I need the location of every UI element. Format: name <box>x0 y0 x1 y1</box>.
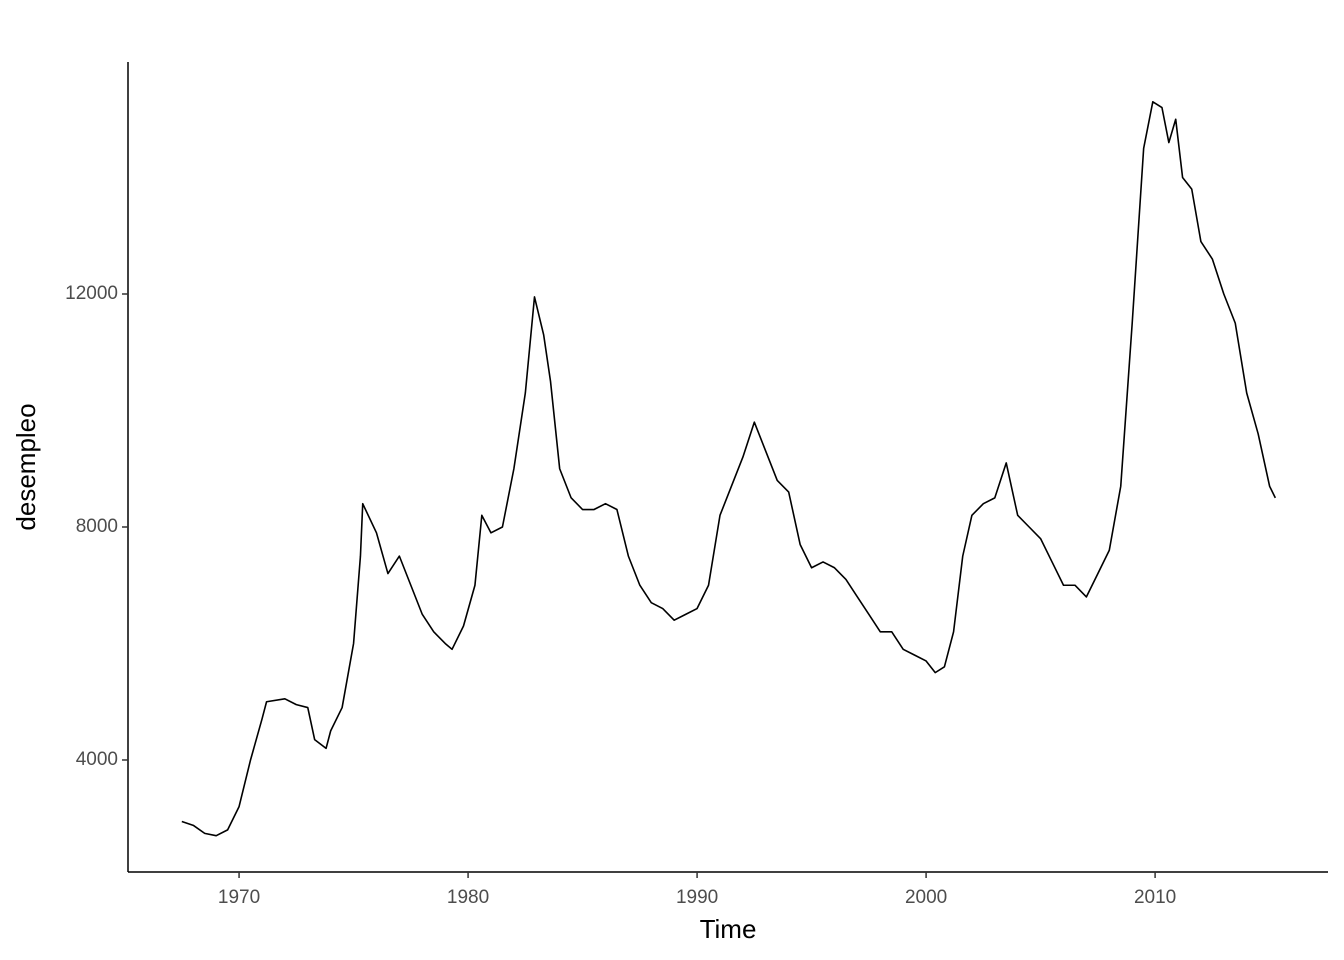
x-tick-label: 1970 <box>218 887 260 908</box>
x-tick-label: 1980 <box>447 887 489 908</box>
x-axis-title: Time <box>700 914 757 944</box>
x-tick-label: 1990 <box>676 887 718 908</box>
x-tick-label: 2010 <box>1134 887 1176 908</box>
line-series <box>181 100 1277 837</box>
y-tick-label: 12000 <box>65 283 118 304</box>
y-tick-label: 8000 <box>76 516 118 537</box>
y-axis-title: desempleo <box>11 403 41 530</box>
x-tick-label: 2000 <box>905 887 947 908</box>
y-tick-label: 4000 <box>76 749 118 770</box>
